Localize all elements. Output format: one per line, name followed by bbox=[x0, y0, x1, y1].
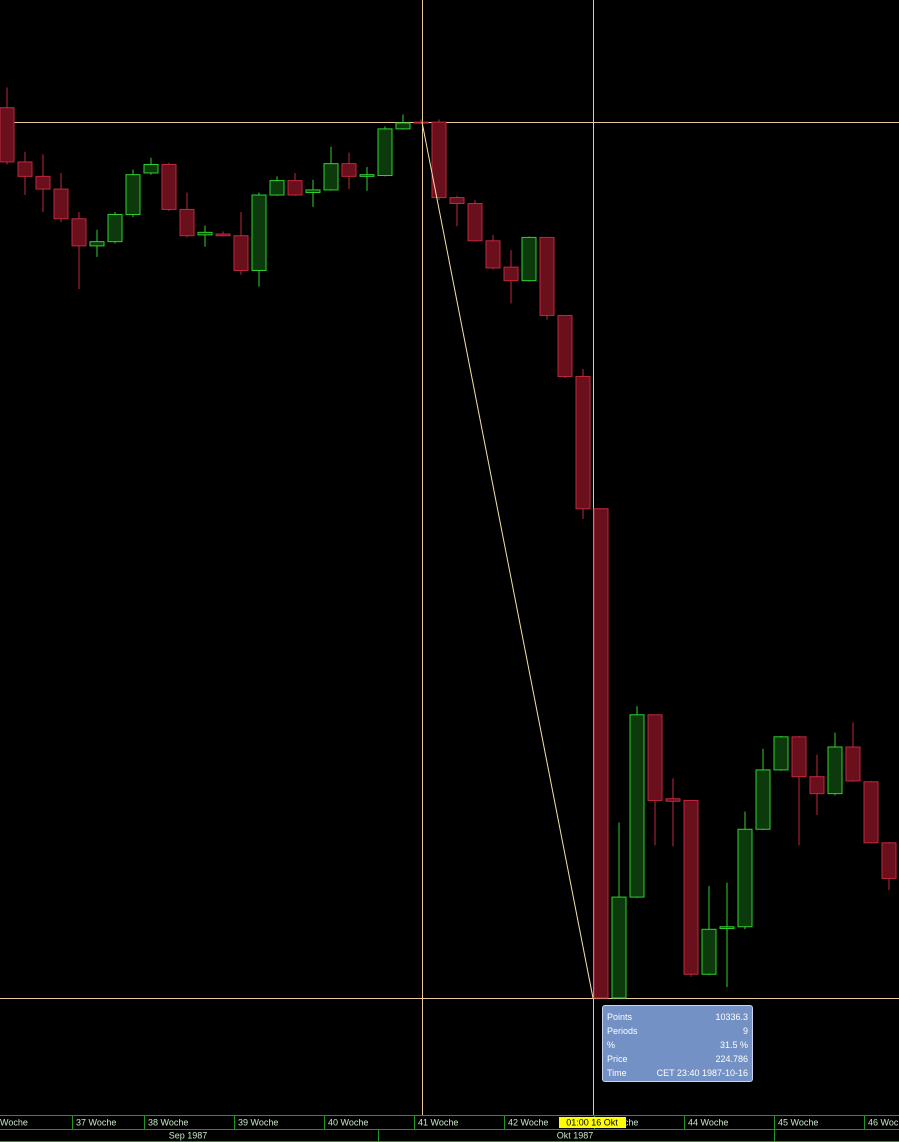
crosshair-label: 01:00 16 Okt bbox=[566, 1117, 618, 1127]
candle-body bbox=[485, 240, 501, 269]
candle-body bbox=[377, 128, 393, 177]
candle-body bbox=[467, 202, 483, 242]
week-label: 44 Woche bbox=[688, 1117, 728, 1127]
candle-body bbox=[791, 736, 807, 778]
tooltip-row: Time CET 23:40 1987-10-16 bbox=[607, 1066, 748, 1080]
week-label: 41 Woche bbox=[418, 1117, 458, 1127]
candle-body bbox=[575, 375, 591, 510]
candle-body bbox=[773, 736, 789, 771]
tooltip-row: Periods 9 bbox=[607, 1024, 748, 1038]
candle-body bbox=[35, 175, 51, 190]
tooltip-value: 31.5 % bbox=[719, 1040, 748, 1050]
candle-body bbox=[737, 828, 753, 928]
candle-body bbox=[287, 180, 303, 196]
candle-body bbox=[323, 163, 339, 191]
candle-body bbox=[611, 896, 627, 999]
tooltip-key: Periods bbox=[607, 1026, 638, 1036]
time-axis bbox=[0, 1115, 899, 1142]
candle-body bbox=[557, 314, 573, 377]
tooltip-key: Time bbox=[607, 1068, 627, 1078]
candle-body bbox=[125, 174, 141, 216]
week-label: Woche bbox=[0, 1117, 28, 1127]
candle-body bbox=[53, 188, 69, 220]
candle-body bbox=[89, 241, 105, 247]
candle-body bbox=[755, 769, 771, 830]
candle-body bbox=[215, 233, 231, 237]
candle-body bbox=[503, 266, 519, 282]
candle-body bbox=[413, 121, 429, 124]
week-label: 37 Woche bbox=[76, 1117, 116, 1127]
week-label: 42 Woche bbox=[508, 1117, 548, 1127]
tooltip-key: % bbox=[607, 1040, 616, 1050]
tooltip-row: Points 10336.3 bbox=[607, 1010, 748, 1024]
candle-body bbox=[881, 842, 897, 879]
candle-body bbox=[719, 926, 735, 929]
month-label: Okt 1987 bbox=[557, 1130, 594, 1140]
candle-body bbox=[827, 746, 843, 795]
tooltip-row: % 31.5 % bbox=[607, 1038, 748, 1052]
tooltip-key: Price bbox=[607, 1054, 628, 1064]
candle-body bbox=[539, 236, 555, 316]
tooltip-value: 9 bbox=[742, 1026, 748, 1036]
candle-body bbox=[593, 508, 609, 999]
candle-body bbox=[143, 163, 159, 174]
month-label: Sep 1987 bbox=[169, 1130, 208, 1140]
candle-body bbox=[341, 163, 357, 177]
candle-body bbox=[233, 235, 249, 271]
candle-body bbox=[845, 746, 861, 782]
candle-body bbox=[683, 799, 699, 975]
week-label: 39 Woche bbox=[238, 1117, 278, 1127]
tooltip-row: Price 224.786 bbox=[607, 1052, 748, 1066]
measure-line bbox=[421, 121, 594, 999]
tooltip-value: CET 23:40 1987-10-16 bbox=[656, 1068, 748, 1078]
candle-body bbox=[305, 189, 321, 193]
candle-body bbox=[251, 194, 267, 271]
candle-body bbox=[107, 214, 123, 243]
candle-body bbox=[629, 714, 645, 898]
week-label: 46 Woche bbox=[868, 1117, 899, 1127]
candle-body bbox=[647, 714, 663, 801]
candle-body bbox=[359, 174, 375, 177]
candle-body bbox=[161, 163, 177, 210]
measure-tooltip: Points 10336.3 Periods 9% 31.5 % Price 224.786… bbox=[602, 1005, 753, 1082]
candle-body bbox=[197, 231, 213, 236]
crosshair-label-bg bbox=[559, 1117, 626, 1128]
candle-body bbox=[71, 218, 87, 247]
candle-body bbox=[17, 161, 33, 177]
candle-body bbox=[809, 776, 825, 795]
week-label: 40 Woche bbox=[328, 1117, 368, 1127]
week-label: 38 Woche bbox=[148, 1117, 188, 1127]
candle-body bbox=[269, 180, 285, 196]
tooltip-value: 10336.3 bbox=[715, 1012, 748, 1022]
tooltip-value: 224.786 bbox=[715, 1054, 748, 1064]
candle-body bbox=[701, 928, 717, 975]
candle-body bbox=[0, 107, 15, 163]
candle-body bbox=[665, 798, 681, 802]
candle-body bbox=[521, 236, 537, 282]
candle-body bbox=[179, 208, 195, 237]
candle-body bbox=[449, 197, 465, 204]
week-label: 45 Woche bbox=[778, 1117, 818, 1127]
candle-body bbox=[395, 122, 411, 130]
tooltip-key: Points bbox=[607, 1012, 633, 1022]
candle-body bbox=[431, 121, 447, 199]
candle-body bbox=[863, 781, 879, 844]
